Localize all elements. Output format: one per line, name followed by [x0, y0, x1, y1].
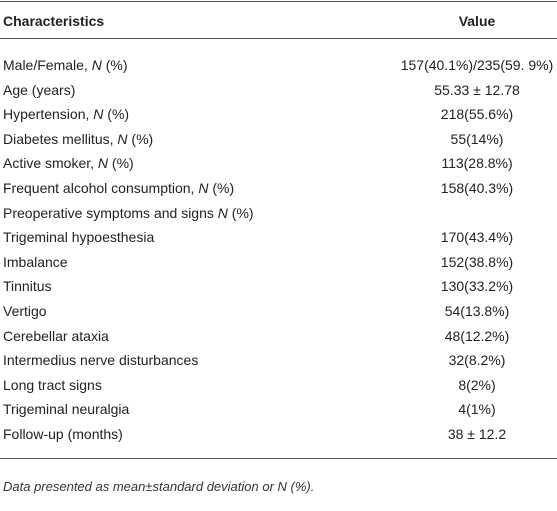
row-label: Imbalance	[3, 253, 68, 271]
row-value: 113(28.8%)	[441, 155, 513, 172]
label-text: Tinnitus	[3, 278, 52, 295]
label-text: Cerebellar ataxia	[3, 327, 109, 344]
row-value: 130(33.2%)	[440, 278, 514, 295]
label-text: Male/Female,	[3, 57, 92, 73]
row-label: Active smoker, N (%)	[3, 154, 134, 172]
label-text: Follow-up (months)	[3, 426, 123, 442]
label-text: Trigeminal hypoesthesia	[3, 229, 155, 246]
row-label: Tinnitus	[3, 277, 52, 295]
italic-symbol: N	[117, 130, 128, 147]
top-rule	[0, 1, 557, 2]
row-label: Frequent alcohol consumption, N (%)	[3, 179, 234, 197]
row-label: Vertigo	[3, 302, 47, 320]
label-text: Hypertension,	[3, 106, 94, 123]
row-value: 158(40.3%)	[440, 180, 514, 196]
row-label: Diabetes mellitus, N (%)	[3, 130, 153, 148]
label-text: Preoperative symptoms and signs	[3, 204, 218, 221]
row-value: 152(38.8%)	[440, 253, 514, 270]
label-text: Intermedius nerve disturbances	[3, 352, 199, 369]
row-label: Trigeminal hypoesthesia	[3, 228, 154, 246]
header-cell: Characteristics	[3, 13, 105, 29]
row-value: 32(8.2%)	[448, 352, 506, 369]
row-value: 8(2%)	[458, 376, 496, 393]
label-text: Frequent alcohol consumption,	[3, 180, 199, 196]
italic-symbol: N	[91, 57, 102, 73]
label-text: Trigeminal neuralgia	[3, 401, 130, 418]
label-text: Long tract signs	[3, 376, 102, 393]
row-value: 55(14%)	[450, 130, 504, 147]
row-value: 170(43.4%)	[440, 229, 514, 246]
header-rule	[0, 38, 557, 39]
row-value: 157(40.1%)/235(59. 9%)	[400, 57, 554, 73]
label-text: Vertigo	[3, 303, 47, 319]
row-label: Hypertension, N (%)	[3, 105, 129, 123]
row-label: Age (years)	[3, 81, 75, 99]
label-text: Active smoker,	[3, 155, 98, 172]
bottom-rule	[0, 458, 557, 459]
label-text: (%)	[108, 155, 134, 172]
row-label: Cerebellar ataxia	[3, 327, 109, 345]
label-text: Imbalance	[3, 253, 68, 270]
italic-symbol: N	[93, 106, 104, 123]
row-label: Intermedius nerve disturbances	[3, 351, 198, 369]
italic-symbol: N	[217, 204, 228, 221]
row-label: Trigeminal neuralgia	[3, 400, 129, 418]
row-label: Male/Female, N (%)	[3, 56, 128, 74]
label-text: (%)	[127, 130, 154, 147]
label-text: (%)	[227, 204, 254, 221]
row-value: 218(55.6%)	[440, 106, 514, 123]
label-text: (%)	[103, 106, 130, 123]
row-value: 55.33 ± 12.78	[434, 81, 520, 98]
row-label: Preoperative symptoms and signs N (%)	[3, 204, 254, 222]
italic-symbol: N	[97, 155, 109, 172]
row-value: 48(12.2%)	[444, 327, 510, 344]
row-value: 38 ± 12.2	[447, 426, 507, 442]
row-value: 4(1%)	[458, 401, 496, 418]
row-label: Follow-up (months)	[3, 425, 123, 443]
label-text: (%)	[101, 57, 128, 73]
row-label: Long tract signs	[3, 376, 102, 394]
label-text: Diabetes mellitus,	[3, 130, 118, 147]
footnote: Data presented as mean±standard deviatio…	[3, 479, 315, 494]
italic-symbol: N	[198, 180, 209, 196]
label-text: Age (years)	[3, 81, 76, 98]
header-cell: Value	[458, 13, 496, 29]
row-value: 54(13.8%)	[444, 303, 510, 319]
label-text: (%)	[208, 180, 235, 196]
